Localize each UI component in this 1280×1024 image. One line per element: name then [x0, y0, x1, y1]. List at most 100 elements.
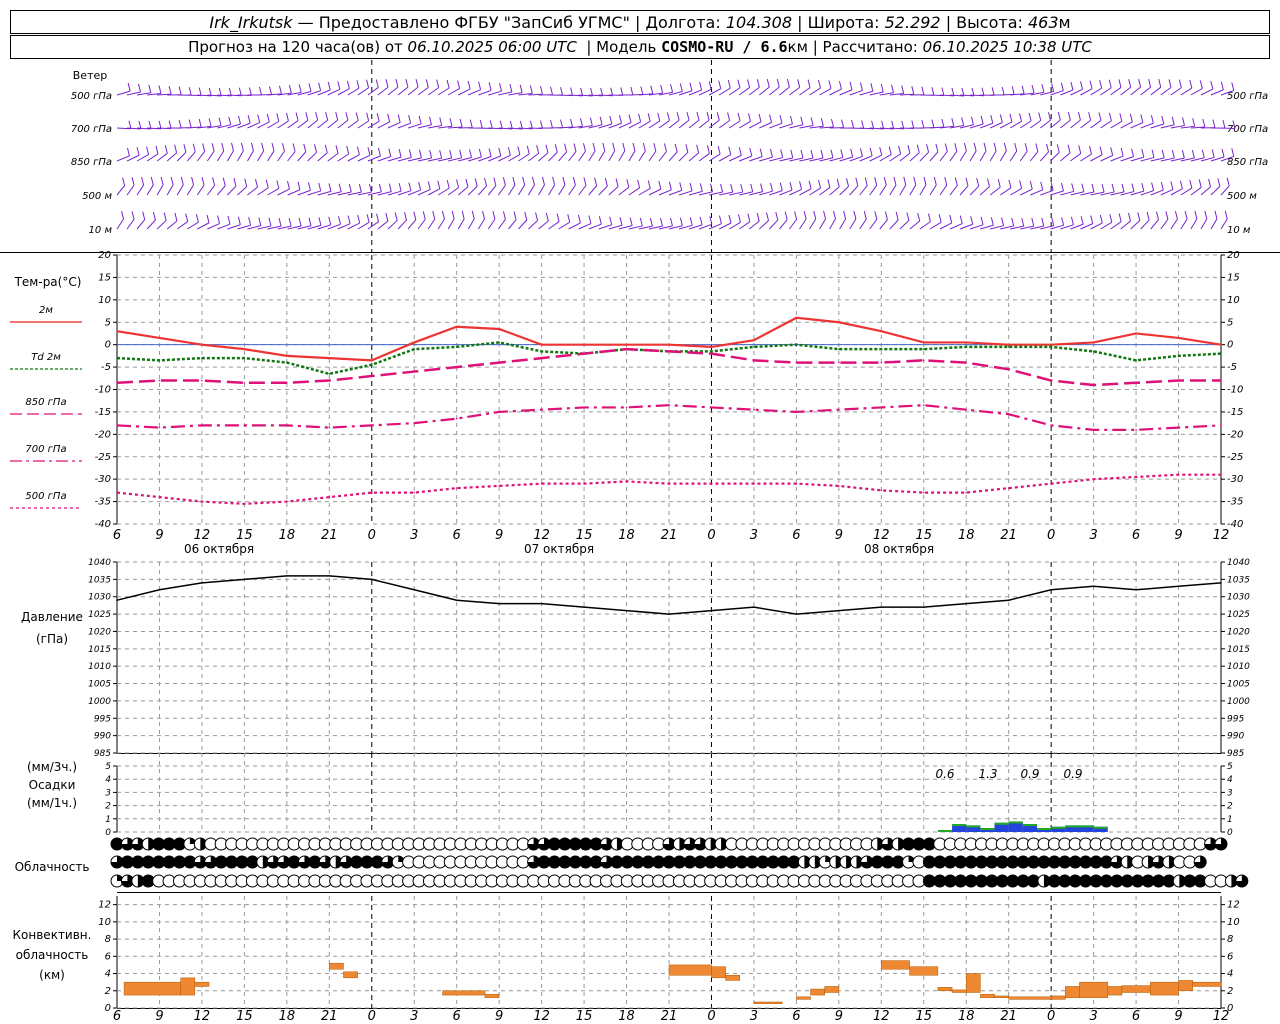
wind-barb: [437, 218, 445, 230]
wind-barb-feather: [976, 178, 980, 187]
hour-tick-label: 6: [453, 528, 461, 543]
wind-barb-feather: [893, 176, 897, 186]
precip-bar-top: [1079, 825, 1094, 828]
wind-barb: [127, 127, 142, 130]
wind-barb: [759, 190, 773, 196]
wind-barb: [1009, 120, 1022, 129]
wind-barb: [718, 87, 731, 96]
wind-barb-feather: [158, 85, 162, 94]
cloud-cover-fill: [663, 838, 675, 850]
wind-barb: [257, 187, 269, 196]
wind-barb-feather: [1077, 112, 1081, 121]
wind-barb: [347, 120, 359, 129]
temp-tick-label: -20: [95, 429, 111, 440]
wind-barb: [748, 86, 760, 96]
wind-barb: [1190, 187, 1202, 196]
wind-barb: [638, 150, 646, 162]
temp-point: [965, 341, 968, 344]
wind-barb: [839, 218, 847, 230]
hour-tick-label: 12: [533, 1009, 550, 1024]
wind-barb-feather: [1168, 79, 1172, 88]
wind-barb-feather: [931, 119, 935, 128]
hour-tick-label: 15: [236, 1009, 253, 1024]
wind-barb-feather: [325, 111, 329, 121]
wind-barb-feather: [415, 79, 419, 88]
hour-tick-label: 9: [1174, 528, 1182, 543]
wind-barb-feather: [539, 86, 543, 95]
wind-barb-feather: [1137, 212, 1141, 221]
wind-barb: [1110, 87, 1122, 96]
wind-barb: [688, 119, 700, 129]
wind-barb: [618, 150, 626, 162]
temp-point: [668, 482, 670, 485]
precip-bar: [1093, 826, 1108, 832]
cloud-cover-fill: [152, 838, 165, 850]
wind-barb-feather: [1231, 148, 1235, 157]
wind-barb-feather: [376, 213, 380, 222]
wind-barb: [1170, 188, 1183, 196]
wind-barb-feather: [212, 177, 216, 186]
wind-barb-feather: [818, 179, 822, 189]
wind-barb-feather: [927, 213, 931, 222]
wind-barb-feather: [237, 216, 241, 225]
wind-barb-feather: [840, 149, 844, 158]
hour-tick-label: 12: [873, 528, 890, 543]
temp-point: [795, 343, 798, 346]
wind-barb-feather: [1061, 217, 1065, 226]
wind-barb: [698, 88, 712, 96]
wind-barb: [307, 190, 321, 196]
wind-barb-feather: [499, 120, 503, 129]
temp-point: [965, 361, 968, 364]
conv-cloud-bar: [180, 977, 196, 996]
wind-barb: [708, 119, 720, 129]
precip-bar-top: [966, 825, 981, 828]
conv-cloud-bar: [123, 981, 181, 996]
cloud-cover-fill: [1110, 856, 1123, 868]
wind-barb: [478, 89, 492, 96]
wind-barb-feather: [292, 143, 296, 152]
wind-barb: [668, 151, 678, 162]
temp-point: [370, 359, 373, 362]
wind-barb: [367, 120, 380, 129]
temp-point: [880, 348, 883, 350]
cloud-cover-fill: [721, 838, 728, 850]
wind-barb-feather: [1231, 82, 1235, 91]
wind-barb: [989, 150, 997, 162]
wind-barb-feather: [531, 176, 535, 185]
cloud-cover-fill: [204, 856, 217, 868]
wind-barb-feather: [980, 115, 984, 125]
temp-point: [710, 346, 713, 348]
provider-text: — Предоставлено ФГБУ "ЗапСиб УГМС": [297, 12, 630, 32]
wind-barb-feather: [879, 147, 883, 156]
wind-barb-feather: [1141, 183, 1145, 192]
temp-tick-label: -10: [1227, 385, 1243, 396]
wind-barb-feather: [628, 114, 632, 123]
wind-barb-feather: [836, 178, 840, 188]
wind-barb: [407, 86, 419, 96]
wind-barb-feather: [346, 145, 350, 155]
temp-tick-label: 0: [105, 340, 111, 351]
cloud-cover-fill: [985, 856, 998, 868]
wind-barb-feather: [1067, 144, 1071, 153]
wind-barb: [799, 125, 814, 129]
temp-point: [710, 350, 713, 353]
wind-barb-feather: [1110, 147, 1114, 156]
temp-point: [243, 424, 246, 427]
wind-barb: [1210, 89, 1224, 96]
wind-barb: [1180, 187, 1193, 196]
wind-level-label: 850 гПа: [71, 157, 112, 168]
wind-barb-feather: [502, 177, 506, 186]
temp-point: [455, 346, 458, 348]
cloud-cover-fill: [235, 856, 248, 868]
wind-barb-feather: [779, 115, 783, 124]
hour-tick-label: 3: [750, 1009, 758, 1024]
wind-barb: [959, 150, 967, 162]
wind-barb-feather: [776, 78, 780, 88]
conv-cloud-bar: [484, 993, 500, 998]
wind-barb: [1180, 125, 1195, 129]
hour-tick-label: 18: [618, 1009, 635, 1024]
wind-barb-feather: [498, 147, 502, 156]
precip-bar-top: [1037, 828, 1052, 831]
conv-cloud-bar: [1050, 995, 1066, 1000]
wind-barb: [638, 93, 653, 96]
